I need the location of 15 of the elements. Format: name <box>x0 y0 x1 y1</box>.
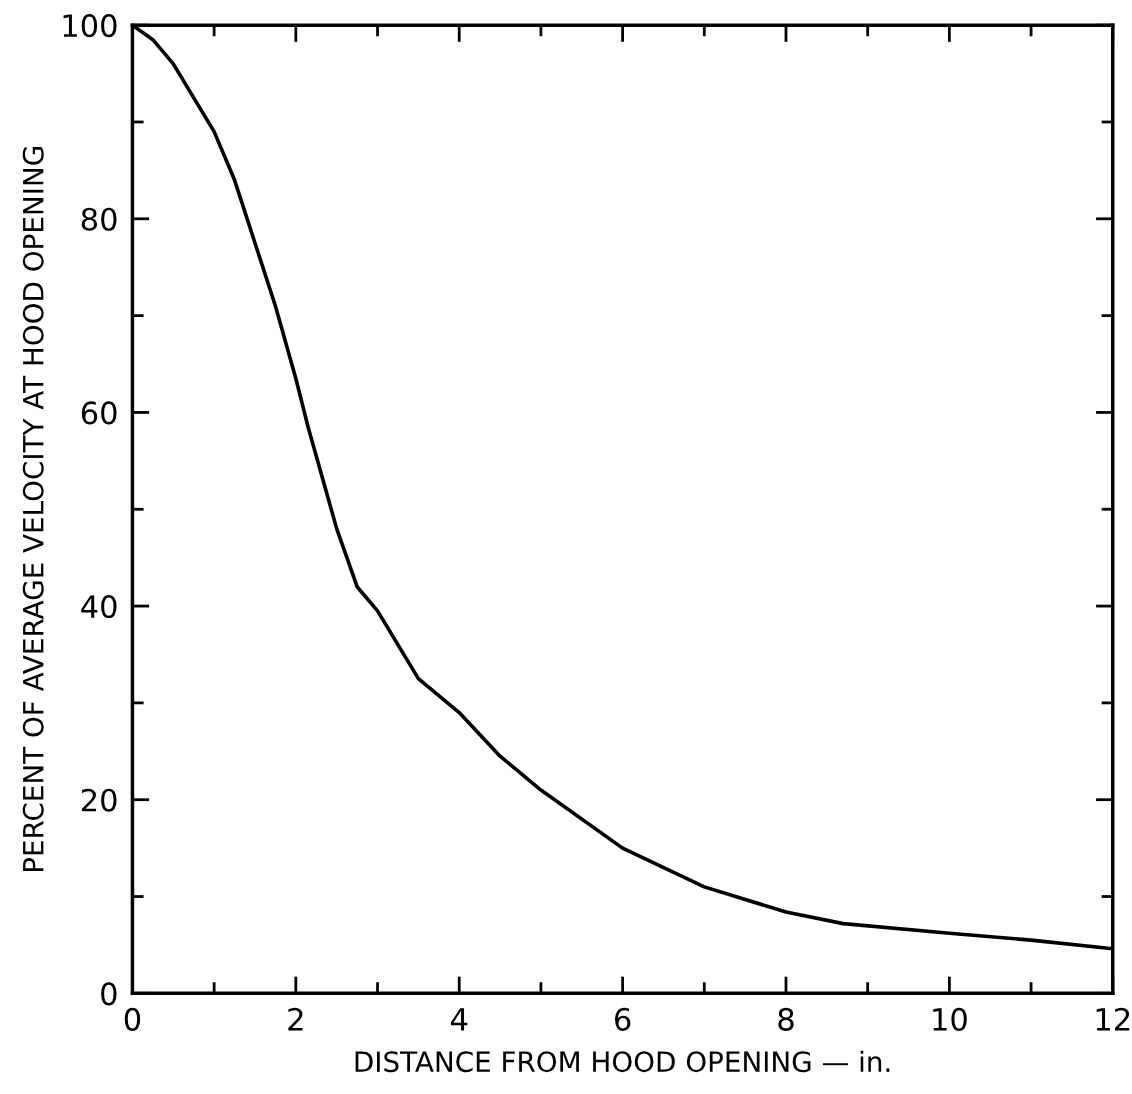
y-tick-label: 80 <box>81 207 117 231</box>
y-tick-label: 0 <box>101 982 117 1006</box>
x-tick-label: 0 <box>124 1007 141 1031</box>
y-tick-label: 60 <box>81 401 117 425</box>
y-tick-label: 20 <box>81 788 117 812</box>
x-tick-label: 2 <box>288 1007 303 1031</box>
y-tick-label: 100 <box>63 14 117 38</box>
x-tick-label: 8 <box>778 1007 794 1031</box>
x-tick-label: 4 <box>450 1008 468 1031</box>
x-tick-label: 10 <box>933 1007 967 1031</box>
y-axis-title: PERCENT OF AVERAGE VELOCITY AT HOOD OPENING <box>22 147 44 872</box>
y-tick-label: 40 <box>81 595 117 619</box>
x-tick-label: 6 <box>615 1007 631 1031</box>
x-axis-title: DISTANCE FROM HOOD OPENING — in. <box>355 1050 890 1073</box>
x-tick-label: 12 <box>1096 1007 1130 1031</box>
